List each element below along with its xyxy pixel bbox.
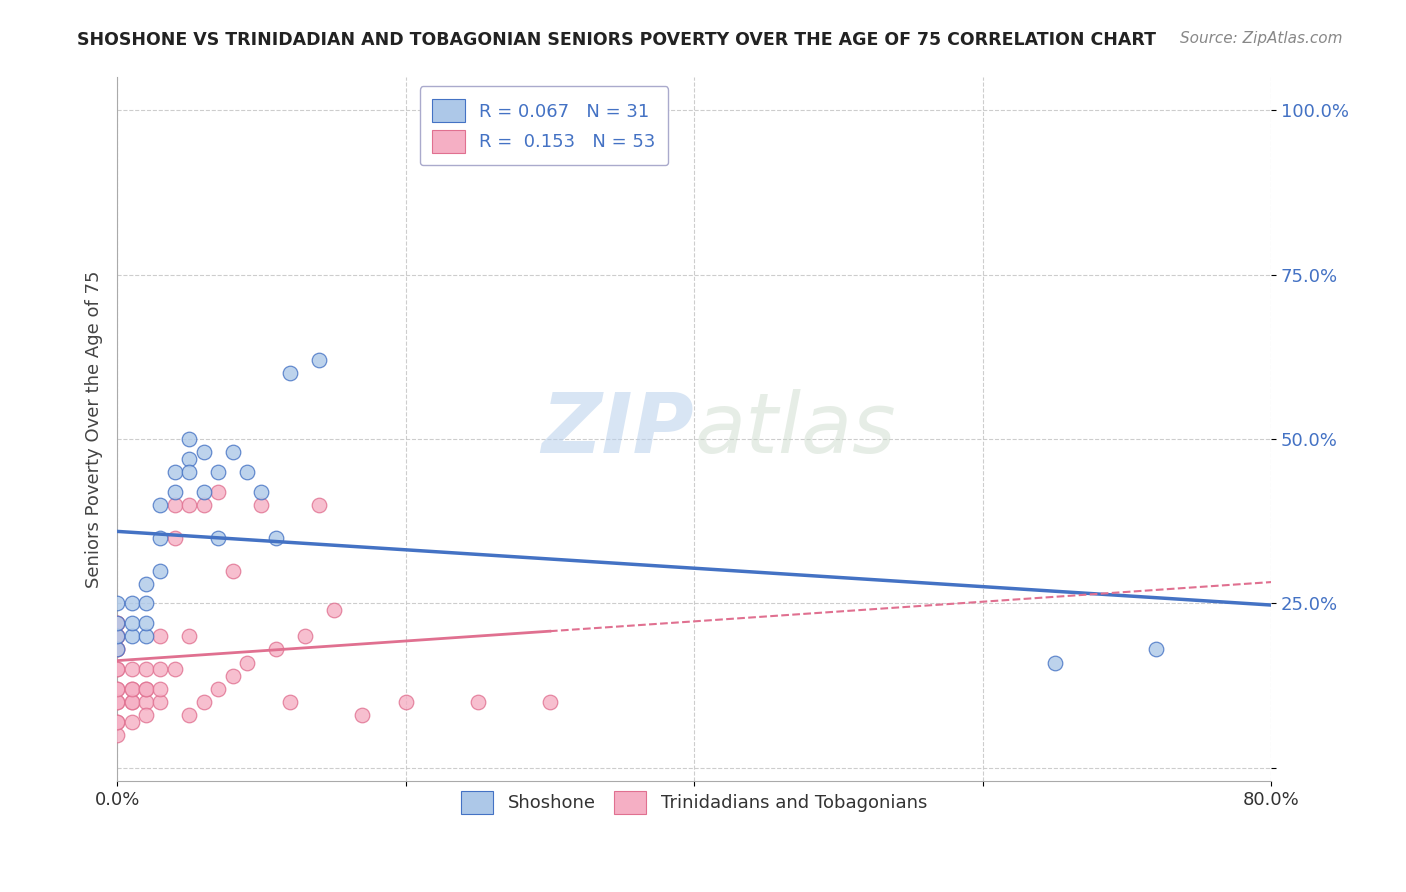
Point (105, 642, 128, 657)
Point (135, 695, 157, 709)
Point (105, 642, 128, 657)
Point (135, 708, 157, 723)
Point (105, 695, 128, 709)
Point (264, 642, 287, 657)
Point (221, 669, 243, 683)
Point (467, 695, 489, 709)
Point (236, 465, 259, 479)
Point (121, 629, 143, 643)
Point (105, 597, 128, 611)
Point (121, 695, 143, 709)
Point (105, 616, 128, 631)
Point (179, 432, 201, 446)
Text: Source: ZipAtlas.com: Source: ZipAtlas.com (1180, 31, 1343, 46)
Point (308, 498, 330, 512)
Point (163, 484, 186, 499)
Point (135, 616, 157, 631)
Text: SHOSHONE VS TRINIDADIAN AND TOBAGONIAN SENIORS POVERTY OVER THE AGE OF 75 CORREL: SHOSHONE VS TRINIDADIAN AND TOBAGONIAN S… (77, 31, 1156, 49)
Point (179, 498, 201, 512)
Point (193, 484, 215, 499)
Point (105, 714, 128, 729)
Point (135, 576, 157, 591)
Point (322, 603, 344, 617)
Point (135, 681, 157, 696)
Point (395, 695, 418, 709)
Point (105, 681, 128, 696)
Point (278, 695, 301, 709)
Point (207, 531, 229, 545)
Point (121, 695, 143, 709)
Point (105, 714, 128, 729)
Y-axis label: Seniors Poverty Over the Age of 75: Seniors Poverty Over the Age of 75 (86, 270, 103, 588)
Point (135, 629, 157, 643)
Point (105, 616, 128, 631)
Point (135, 597, 157, 611)
Point (1144, 642, 1167, 657)
Point (105, 681, 128, 696)
Legend: Shoshone, Trinidadians and Tobagonians: Shoshone, Trinidadians and Tobagonians (450, 780, 938, 825)
Point (538, 695, 561, 709)
Point (278, 367, 301, 381)
Point (207, 465, 229, 479)
Point (121, 714, 143, 729)
Point (163, 531, 186, 545)
Point (149, 681, 172, 696)
Point (179, 451, 201, 466)
Point (121, 597, 143, 611)
Point (193, 695, 215, 709)
Point (105, 616, 128, 631)
Point (105, 629, 128, 643)
Point (105, 629, 128, 643)
Point (207, 681, 229, 696)
Point (149, 564, 172, 578)
Point (105, 629, 128, 643)
Point (250, 484, 273, 499)
Point (121, 681, 143, 696)
Point (193, 445, 215, 459)
Point (221, 564, 243, 578)
Text: ZIP: ZIP (541, 389, 695, 470)
Point (149, 629, 172, 643)
Point (163, 662, 186, 676)
Point (236, 656, 259, 670)
Point (149, 498, 172, 512)
Point (105, 662, 128, 676)
Point (105, 642, 128, 657)
Point (207, 484, 229, 499)
Point (179, 629, 201, 643)
Point (1043, 656, 1066, 670)
Point (149, 662, 172, 676)
Point (149, 695, 172, 709)
Point (105, 728, 128, 742)
Point (221, 445, 243, 459)
Point (121, 681, 143, 696)
Point (135, 662, 157, 676)
Point (179, 465, 201, 479)
Point (121, 616, 143, 631)
Point (352, 708, 374, 723)
Point (135, 681, 157, 696)
Text: atlas: atlas (695, 389, 896, 470)
Point (294, 629, 316, 643)
Point (179, 708, 201, 723)
Point (250, 498, 273, 512)
Point (193, 498, 215, 512)
Point (105, 695, 128, 709)
Point (105, 662, 128, 676)
Point (163, 498, 186, 512)
Point (264, 531, 287, 545)
Point (308, 353, 330, 368)
Point (121, 662, 143, 676)
Point (163, 465, 186, 479)
Point (149, 531, 172, 545)
